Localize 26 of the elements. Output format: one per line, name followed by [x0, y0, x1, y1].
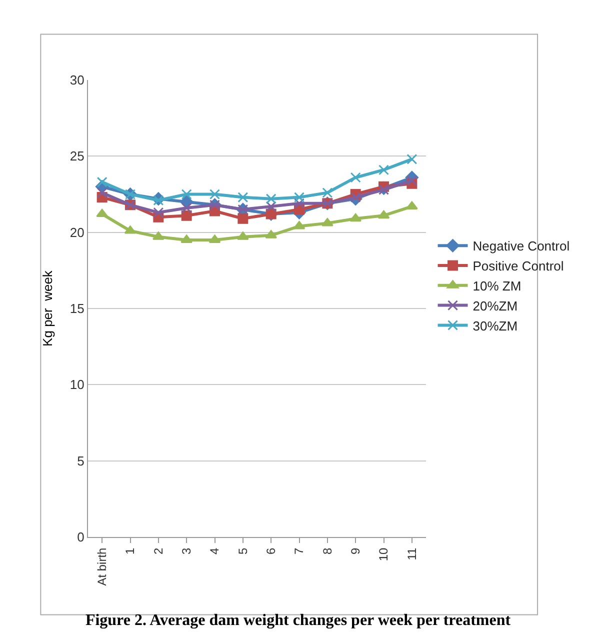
x-tick-label: 4: [208, 547, 222, 554]
x-tick-label: 11: [404, 547, 419, 560]
y-tick-label: 15: [70, 301, 84, 316]
x-tick-label: 10: [376, 547, 391, 562]
y-tick-label: 25: [70, 148, 84, 164]
x-tick-label: 9: [348, 547, 362, 554]
x-tick-label: 5: [236, 547, 250, 554]
x-tick-label: 8: [320, 547, 334, 554]
legend-label: Positive Control: [472, 258, 564, 274]
y-axis-title: Kg per week: [40, 270, 55, 346]
y-tick-label: 10: [70, 377, 84, 392]
x-tick-label: 6: [264, 547, 278, 554]
y-tick-label: 30: [70, 72, 84, 88]
x-tick-label: 7: [292, 547, 306, 554]
x-tick-label: 2: [151, 547, 166, 554]
x-tick-label: At birth: [94, 548, 109, 586]
legend-label: 30%ZM: [472, 318, 518, 334]
legend-label: Negative Control: [472, 238, 570, 254]
y-tick-label: 20: [70, 224, 84, 240]
legend-label: 10% ZM: [472, 278, 522, 294]
x-tick-label: 3: [179, 547, 194, 554]
text: Figure 2. Average dam weight changes per week per treatment: [85, 612, 512, 630]
y-tick-label: 5: [77, 453, 84, 468]
legend-label: 20%ZM: [472, 298, 518, 314]
x-tick-label: 1: [123, 547, 138, 554]
y-tick-label: 0: [77, 530, 84, 545]
